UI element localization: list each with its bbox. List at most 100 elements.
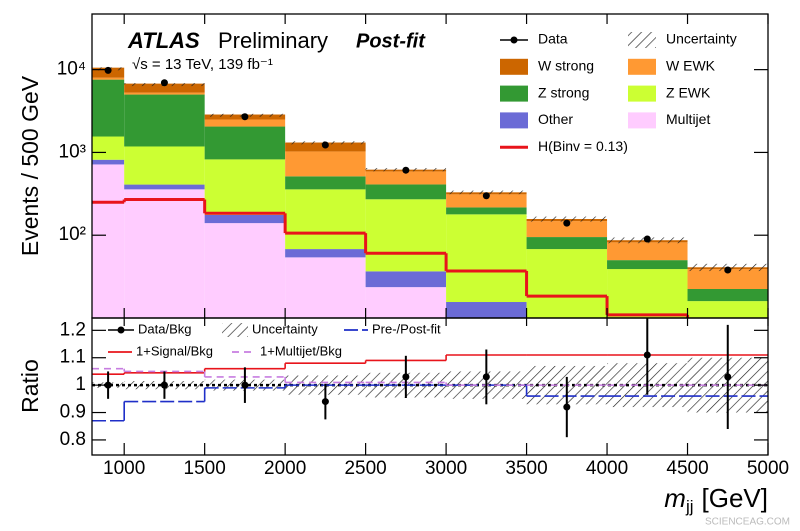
- data-point: [724, 266, 732, 274]
- stack-bar: [285, 176, 366, 190]
- legend-label: 1+Signal/Bkg: [136, 343, 213, 358]
- legend-label: Pre-/Post-fit: [372, 321, 441, 336]
- y-axis-label: Events / 500 GeV: [17, 75, 43, 256]
- x-tick-label: 2500: [344, 458, 386, 479]
- stack-bar: [365, 287, 447, 318]
- stack-bar: [124, 94, 205, 147]
- legend-marker: [222, 323, 248, 337]
- data-point: [241, 113, 249, 121]
- stack-bar: [92, 79, 125, 137]
- y-tick-label: 1.2: [60, 319, 86, 340]
- legend-label: Data/Bkg: [138, 321, 191, 336]
- x-tick-label: 3000: [425, 458, 467, 479]
- legend-label: Z strong: [538, 84, 589, 100]
- stack-bar: [365, 171, 447, 185]
- energy-label: √s = 13 TeV, 139 fb⁻¹: [132, 56, 273, 73]
- uncertainty-band: [526, 216, 608, 222]
- stack-bar: [124, 92, 205, 95]
- stack-bar: [204, 159, 286, 215]
- x-tick-label: 4000: [586, 458, 628, 479]
- legend-label: W EWK: [666, 58, 716, 74]
- stack-bar: [687, 289, 768, 302]
- stack-bar: [607, 260, 688, 270]
- stack-bar: [124, 83, 205, 93]
- legend-label: Multijet: [666, 111, 710, 127]
- data-point: [563, 219, 571, 227]
- x-tick-label: 5000: [747, 458, 789, 479]
- x-tick-label: 1000: [103, 458, 145, 479]
- stack-bar: [687, 301, 768, 318]
- experiment-label: ATLAS: [127, 28, 200, 53]
- y-tick-label: 1: [75, 374, 86, 395]
- legend-marker: [510, 36, 518, 44]
- data-point: [321, 398, 329, 406]
- stack-bar: [285, 257, 366, 318]
- data-point: [563, 403, 571, 411]
- legend-marker: [500, 58, 528, 75]
- y-tick-label: 10³: [59, 141, 86, 162]
- stack-bar: [285, 151, 366, 177]
- data-point: [160, 381, 168, 389]
- stack-bar: [124, 189, 205, 318]
- stack-bar: [285, 249, 366, 258]
- data-point: [104, 381, 112, 389]
- stack-bar: [526, 249, 608, 318]
- stack-bar: [365, 184, 447, 200]
- legend-label: 1+Multijet/Bkg: [260, 343, 342, 358]
- stack-bar: [204, 223, 286, 318]
- axes: 10² 10³ 10⁴ 0.8 0.9 1 1.1 1.2 1000 1500 2000 2500 30…: [57, 13, 789, 479]
- status-label: Preliminary: [218, 28, 328, 53]
- legend-label: H(Binv = 0.13): [538, 138, 628, 154]
- stack-bar: [365, 199, 447, 272]
- y-tick-label: 10⁴: [57, 59, 86, 80]
- data-point: [402, 373, 410, 381]
- legend-label: Uncertainty: [252, 321, 318, 336]
- x-axis-symbol: m: [664, 483, 686, 513]
- data-point: [643, 235, 651, 243]
- stack-bar: [124, 184, 205, 190]
- stack-bar: [607, 269, 688, 318]
- data-point: [482, 373, 490, 381]
- stack-bar: [124, 146, 205, 185]
- stack-bar: [204, 119, 286, 127]
- fit-label: Post-fit: [356, 30, 426, 52]
- legend-label: W strong: [538, 58, 594, 74]
- data-point: [321, 141, 329, 149]
- ratio-plot: [92, 318, 768, 438]
- legend-label: Other: [538, 111, 573, 127]
- stack-bar: [446, 214, 527, 303]
- data-point: [160, 79, 168, 87]
- legend-marker: [500, 112, 528, 129]
- x-axis-subscript: jj: [685, 497, 694, 516]
- stack-bar: [285, 189, 366, 250]
- data-point: [724, 373, 732, 381]
- stack-bar: [92, 159, 125, 165]
- stack-bar: [92, 136, 125, 160]
- stack-bar: [204, 126, 286, 160]
- legend-marker: [500, 85, 528, 102]
- top-plot: [92, 66, 768, 351]
- x-tick-label: 1500: [184, 458, 226, 479]
- stack-bar: [526, 237, 608, 250]
- stack-bar: [92, 164, 125, 318]
- x-tick-label: 2000: [264, 458, 306, 479]
- y-tick-label: 0.9: [60, 402, 86, 423]
- stack-bar: [446, 338, 526, 351]
- stack-bar: [365, 271, 447, 288]
- x-axis-label: mjj [GeV]: [664, 483, 768, 517]
- x-axis-unit: [GeV]: [702, 483, 768, 513]
- legend-marker: [628, 32, 656, 48]
- x-tick-label: 4500: [666, 458, 708, 479]
- y-tick-label: 0.8: [60, 429, 86, 450]
- y-axis-label: Ratio: [17, 359, 43, 413]
- stack-bar: [92, 77, 125, 80]
- legend-marker: [628, 85, 656, 102]
- stack-bar: [446, 302, 527, 318]
- legend-marker: [117, 326, 125, 334]
- legend-label: Data: [538, 31, 568, 47]
- data-point: [643, 351, 651, 359]
- plot-frame: [91, 317, 769, 456]
- stack-bar: [526, 221, 608, 238]
- x-tick-label: 3500: [505, 458, 547, 479]
